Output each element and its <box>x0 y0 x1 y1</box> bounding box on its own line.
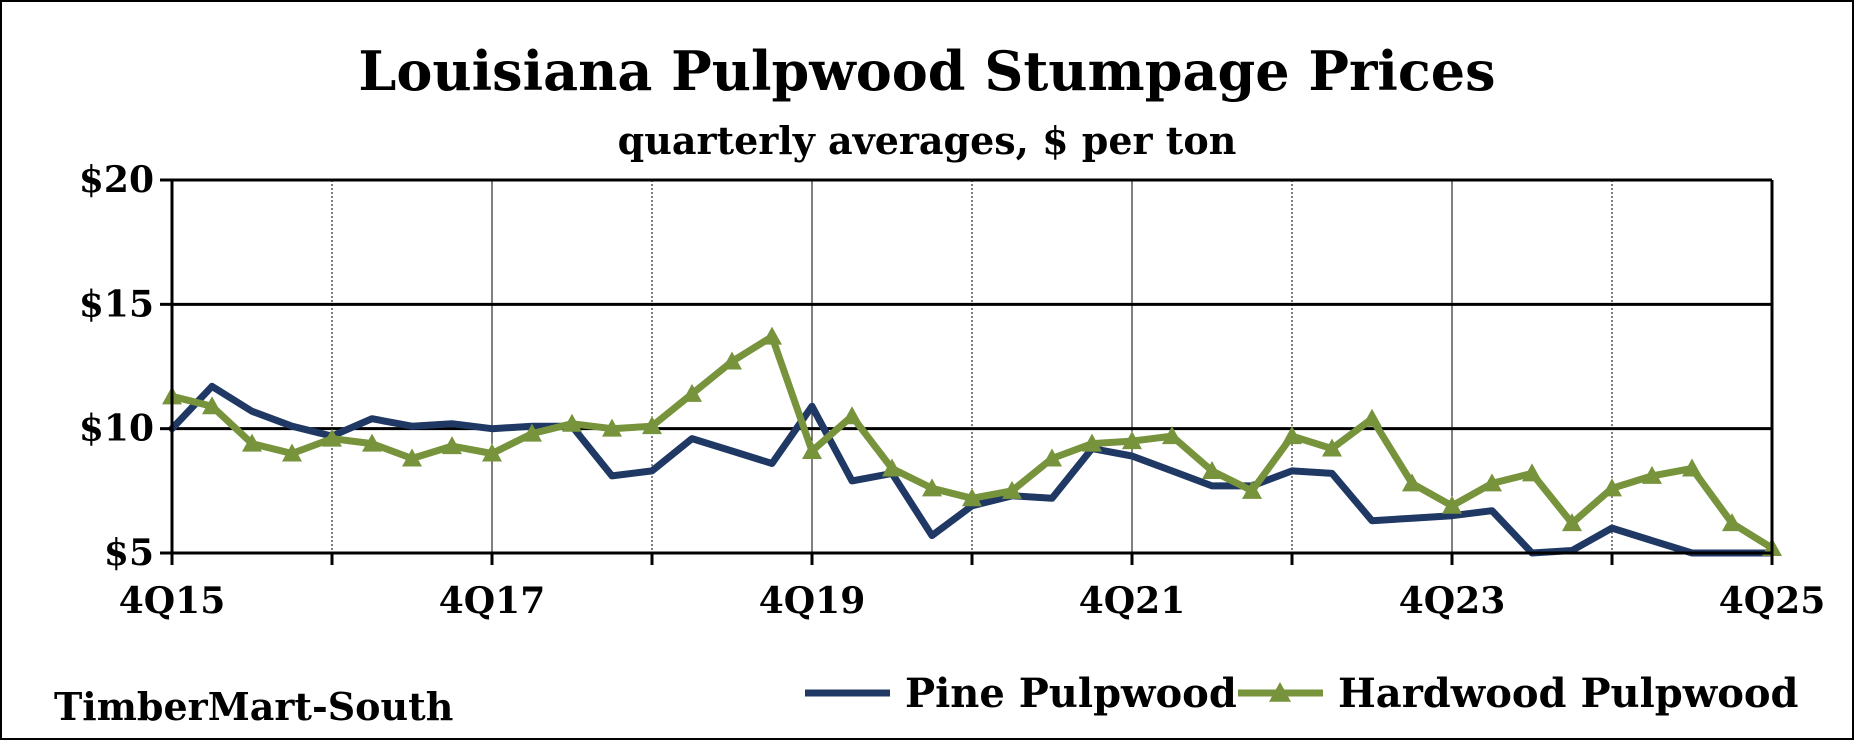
legend: Pine Pulpwood Hardwood Pulpwood <box>805 670 1799 717</box>
hardwood-pulpwood-point <box>842 406 862 425</box>
hardwood-pulpwood-point <box>362 433 382 452</box>
axes: $5 $10 $15 $20 4Q15 4Q17 4Q19 4Q21 4Q23 4Q25 <box>79 159 1825 622</box>
hardwood-pulpwood-point <box>1402 473 1422 492</box>
hardwood-pulpwood-point <box>1682 458 1702 477</box>
chart-title: Louisiana Pulpwood Stumpage Prices <box>358 39 1495 103</box>
pine-pulpwood-legend-label: Pine Pulpwood <box>905 670 1237 717</box>
hardwood-pulpwood-point <box>722 351 742 370</box>
hardwood-pulpwood-point <box>282 443 302 462</box>
hardwood-pulpwood-point <box>562 413 582 432</box>
hardwood-pulpwood-point <box>322 428 342 447</box>
hardwood-pulpwood-point <box>1722 513 1742 532</box>
hardwood-pulpwood-point <box>922 478 942 497</box>
x-tick-label: 4Q25 <box>1719 580 1826 622</box>
hardwood-pulpwood-point <box>682 383 702 402</box>
x-tick-label: 4Q21 <box>1079 580 1186 622</box>
hardwood-pulpwood-point <box>482 443 502 462</box>
x-tick-label: 4Q17 <box>439 580 546 622</box>
hardwood-pulpwood-point <box>1002 480 1022 499</box>
hardwood-pulpwood-point <box>1602 478 1622 497</box>
chart-subtitle: quarterly averages, $ per ton <box>618 118 1237 163</box>
hardwood-pulpwood-point <box>1082 433 1102 452</box>
hardwood-pulpwood-point <box>1162 426 1182 445</box>
hardwood-pulpwood-point <box>1642 465 1662 484</box>
series-layer <box>162 326 1782 557</box>
hardwood-pulpwood-point <box>522 423 542 442</box>
hardwood-pulpwood-point <box>1522 463 1542 482</box>
hardwood-pulpwood-point <box>1442 495 1462 514</box>
y-tick-label: $15 <box>79 283 154 325</box>
hardwood-pulpwood-point <box>402 448 422 467</box>
hardwood-pulpwood-point <box>1202 460 1222 479</box>
y-tick-label: $20 <box>79 159 154 201</box>
hardwood-pulpwood-point <box>242 433 262 452</box>
hardwood-pulpwood-legend-marker <box>1269 682 1291 702</box>
hardwood-pulpwood-point <box>962 488 982 507</box>
hardwood-pulpwood-point <box>642 416 662 435</box>
hardwood-pulpwood-point <box>442 436 462 455</box>
hardwood-pulpwood-point <box>1122 431 1142 450</box>
hardwood-pulpwood-point <box>1322 438 1342 457</box>
x-tick-label: 4Q19 <box>759 580 866 622</box>
hardwood-pulpwood-point <box>1242 480 1262 499</box>
hardwood-pulpwood-point <box>1362 408 1382 427</box>
source-label: TimberMart-South <box>54 684 453 729</box>
hardwood-pulpwood-point <box>602 418 622 437</box>
hardwood-pulpwood-point <box>1042 448 1062 467</box>
hardwood-pulpwood-legend-label: Hardwood Pulpwood <box>1338 670 1799 717</box>
x-tick-label: 4Q15 <box>119 580 226 622</box>
y-tick-label: $5 <box>104 532 154 574</box>
hardwood-pulpwood-point <box>1482 473 1502 492</box>
y-tick-label: $10 <box>79 408 154 450</box>
hardwood-pulpwood-point <box>1282 426 1302 445</box>
hardwood-pulpwood-point <box>202 396 222 415</box>
x-tick-label: 4Q23 <box>1399 580 1506 622</box>
hardwood-pulpwood-point <box>1562 513 1582 532</box>
hardwood-pulpwood-point <box>762 326 782 345</box>
hardwood-pulpwood-point <box>882 458 902 477</box>
hardwood-pulpwood-point <box>802 441 822 460</box>
